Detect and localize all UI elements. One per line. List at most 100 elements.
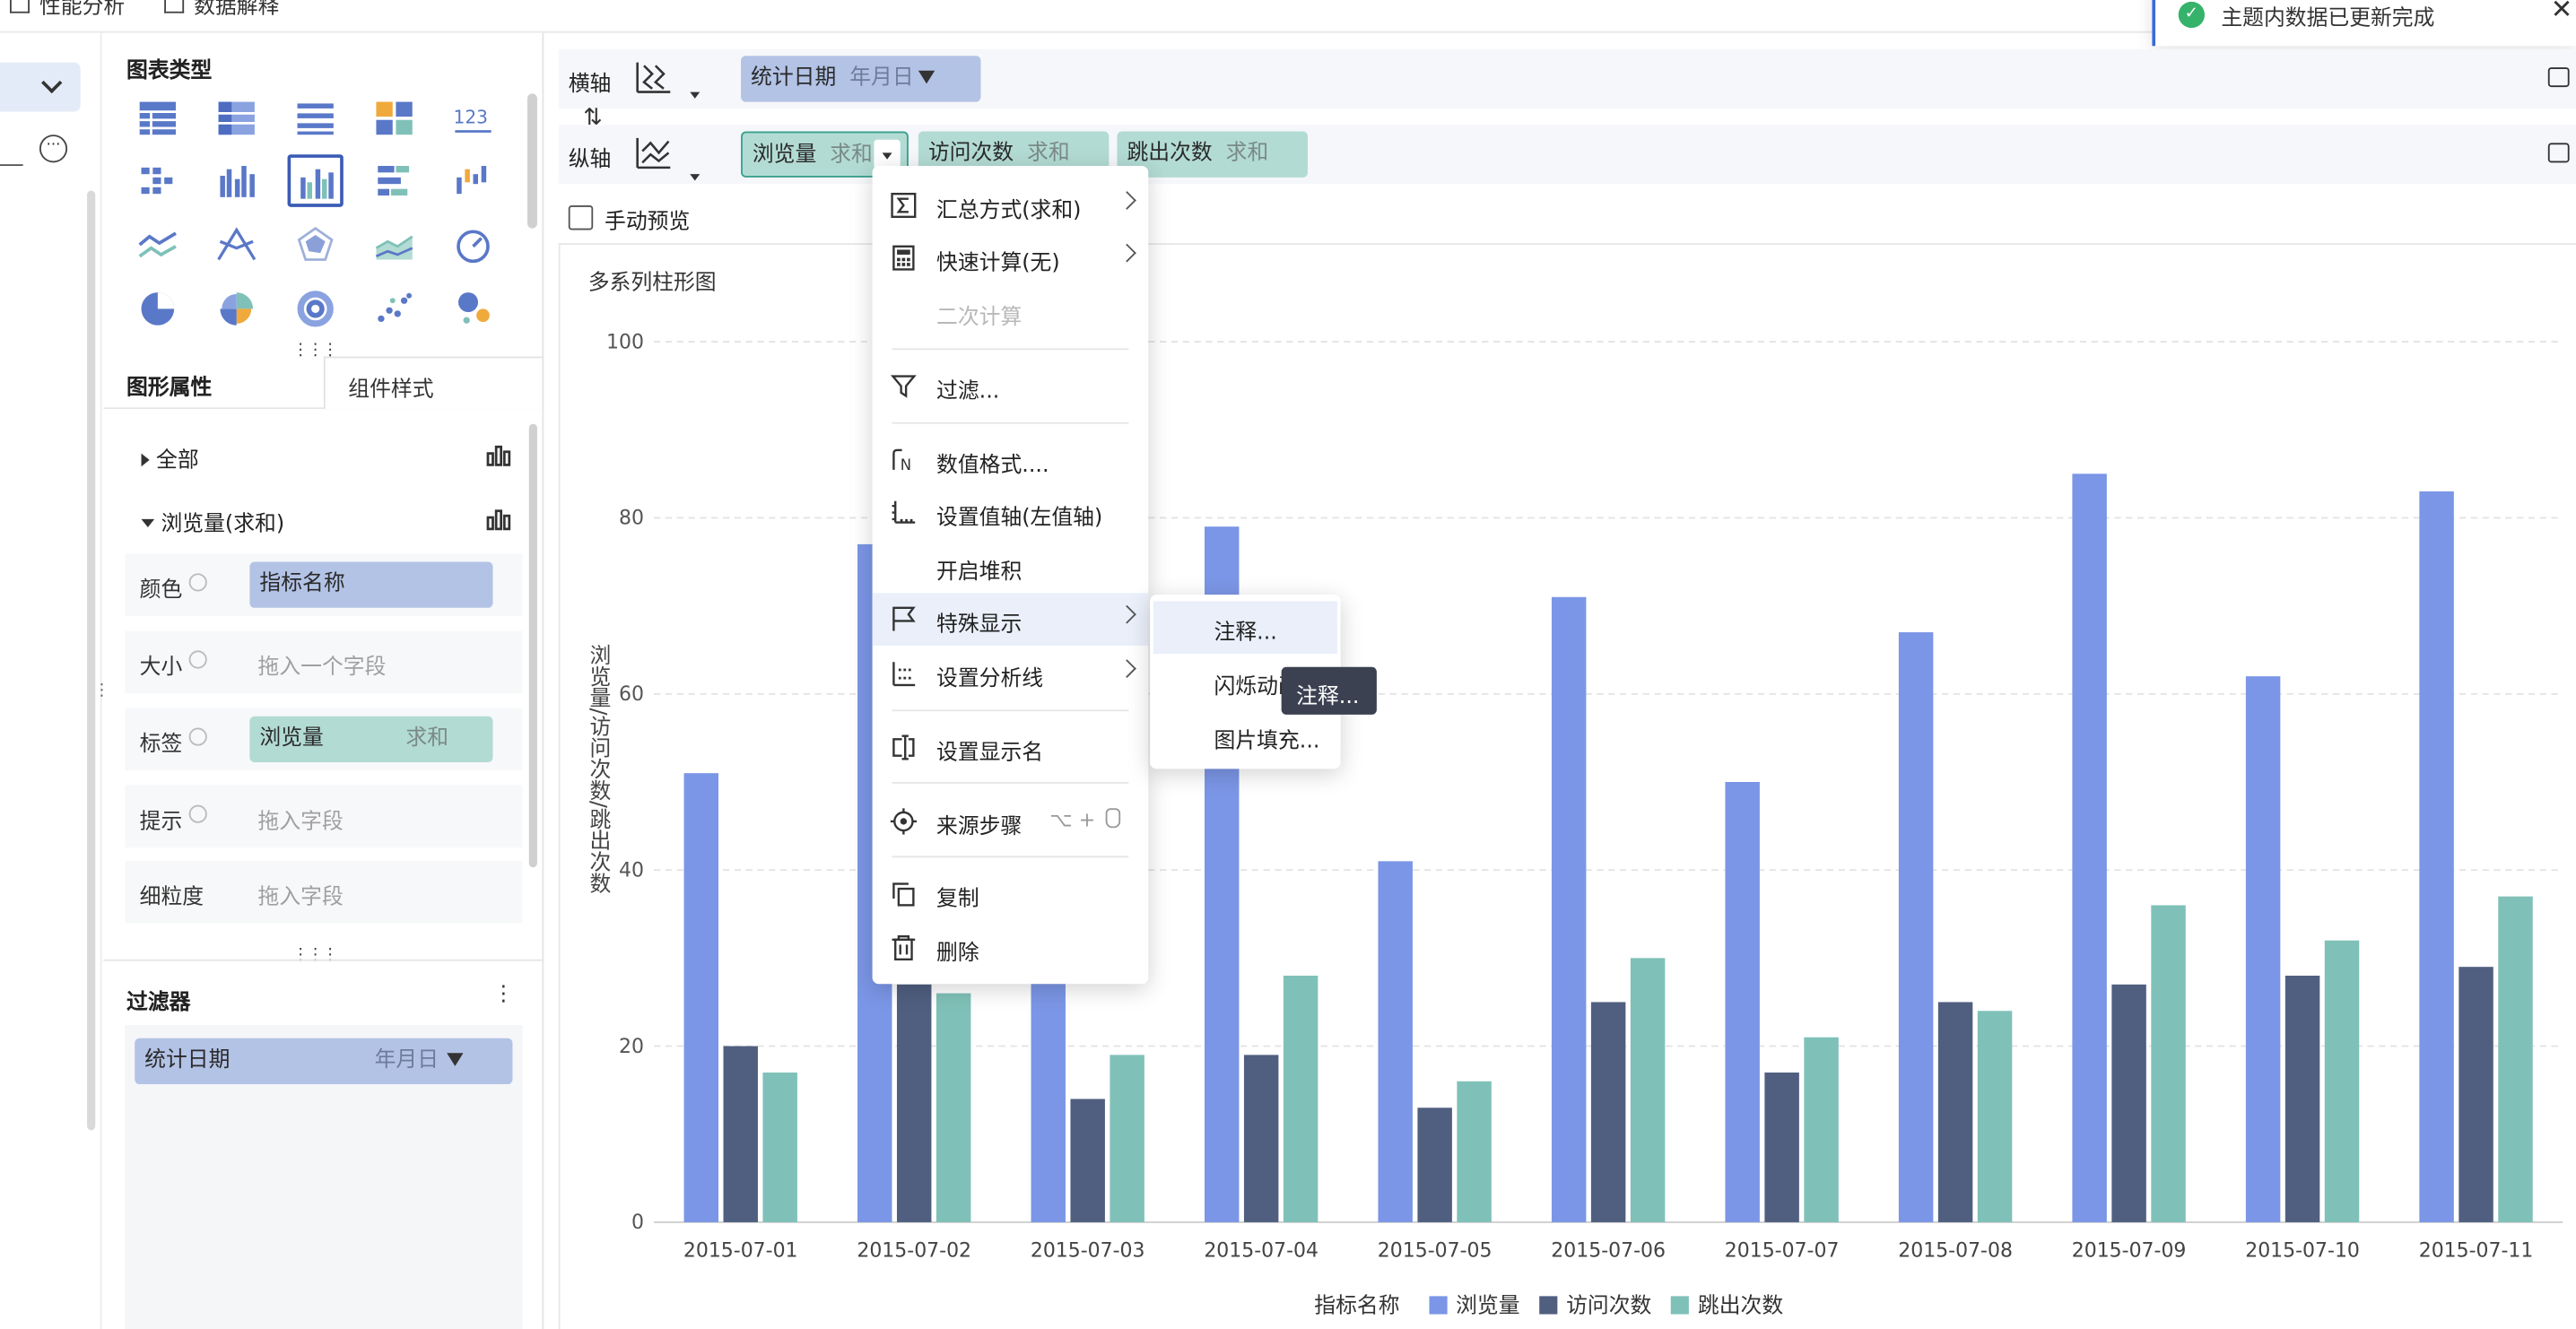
submenu-item-image-fill[interactable]: 图片填充... [1214, 729, 1320, 754]
grouped-bar-icon[interactable] [217, 161, 257, 201]
menu-item-delete[interactable]: 删除 [873, 922, 1149, 975]
line-chart-icon[interactable] [138, 225, 178, 265]
menu-item-copy[interactable]: 复制 [873, 867, 1149, 920]
y-field-pill-bounces[interactable]: 跳出次数 求和 [1117, 131, 1308, 178]
bar [1243, 1055, 1279, 1222]
menu-item-source-step[interactable]: 来源步骤 ⌥ + [873, 795, 1149, 848]
detail-table-icon[interactable] [296, 99, 335, 138]
menu-item-quick-calc[interactable]: 快速计算(无) [873, 231, 1149, 284]
granularity-drop-zone[interactable]: 拖入字段 [257, 885, 344, 910]
horizontal-bar-icon[interactable] [375, 161, 414, 201]
menu-item-secondary-calc: 二次计算 [936, 305, 1023, 331]
manual-preview-checkbox[interactable] [568, 204, 594, 230]
filter-menu-icon[interactable]: ⋮ [492, 982, 515, 1007]
x-axis-edit-icon[interactable] [2547, 67, 2570, 88]
bar-chart-small-icon[interactable] [486, 444, 511, 467]
tab-component-style[interactable]: 组件样式 [323, 356, 544, 410]
menu-item-aggregation[interactable]: 汇总方式(求和) [873, 179, 1149, 232]
panel-scrollbar[interactable] [527, 93, 537, 229]
tooltip-drop-zone[interactable]: 拖入字段 [257, 810, 344, 835]
kpi-card-icon[interactable] [375, 99, 414, 138]
y-axis-edit-icon[interactable] [2547, 143, 2570, 163]
legend-swatch [1539, 1296, 1558, 1315]
radar-chart-icon[interactable] [296, 225, 335, 265]
scatter-chart-icon[interactable] [375, 289, 414, 328]
tag-field-pill[interactable]: 浏览量 求和 [249, 716, 493, 763]
size-drop-zone[interactable]: 拖入一个字段 [257, 655, 387, 681]
radar-line-icon[interactable] [217, 225, 257, 265]
menu-item-number-format[interactable]: N 数值格式.... [873, 434, 1149, 487]
chart-types-title: 图表类型 [126, 58, 213, 84]
y-tick-label: 60 [619, 683, 644, 706]
menu-item-analysis-line[interactable]: 设置分析线 [873, 647, 1149, 700]
cross-table-icon[interactable] [217, 99, 257, 138]
search-underline [0, 164, 23, 167]
dataset-select[interactable] [0, 62, 81, 112]
grid-drag-handle-icon[interactable]: ⋮⋮⋮ [292, 342, 338, 360]
menu-item-value-axis[interactable]: 设置值轴(左值轴) [873, 486, 1149, 539]
pie-chart-icon[interactable] [138, 289, 178, 328]
tab-graphic-props[interactable]: 图形属性 [126, 376, 213, 401]
bar [1764, 1073, 1799, 1222]
series-section-toggle[interactable]: 浏览量(求和) [141, 506, 284, 537]
legend-item-pageviews[interactable]: 浏览量 [1429, 1295, 1520, 1319]
number-card-icon[interactable]: 123 [454, 99, 493, 138]
all-section-toggle[interactable]: 全部 [141, 442, 199, 473]
menu-item-rename[interactable]: 设置显示名 [873, 721, 1149, 774]
multi-series-bar-icon [300, 169, 334, 199]
x-tick-label: 2015-07-07 [1725, 1239, 1840, 1262]
multi-series-bar-icon-selected[interactable] [287, 154, 344, 207]
props-drag-handle-icon[interactable]: ⋮⋮⋮ [292, 946, 338, 965]
funnel-icon [447, 1053, 464, 1066]
caret-down-icon [141, 518, 155, 528]
color-prop-row: 颜色 指标名称 [125, 553, 523, 616]
area-chart-icon[interactable] [375, 225, 414, 265]
gauge-icon[interactable] [454, 225, 493, 265]
bar [723, 1046, 758, 1222]
y-axis-dropdown-icon[interactable] [690, 174, 701, 181]
close-icon[interactable]: ✕ [2550, 0, 2573, 25]
rose-chart-icon[interactable] [217, 289, 257, 328]
bar-chart-small-icon[interactable] [486, 508, 511, 531]
chart-legend: 指标名称 浏览量 访问次数 跳出次数 [1314, 1288, 1783, 1319]
legend-item-visits[interactable]: 访问次数 [1539, 1295, 1651, 1319]
y-axis-title: 浏览量/访问次数/跳出次数 [585, 644, 610, 894]
rename-icon [892, 734, 915, 760]
waterfall-icon[interactable] [454, 161, 493, 201]
bar [2072, 473, 2107, 1222]
filter-icon [890, 375, 917, 398]
menu-item-special-display[interactable]: 特殊显示 [872, 593, 1149, 646]
bar [1725, 781, 1760, 1222]
submenu-item-annotation[interactable]: 注释... [1153, 601, 1337, 655]
gear-icon[interactable] [188, 573, 207, 592]
x-axis-dropdown-icon[interactable] [690, 91, 701, 99]
bar [2284, 976, 2320, 1222]
donut-chart-icon[interactable] [296, 289, 335, 328]
x-axis-date-pill[interactable]: 统计日期 年月日 [741, 56, 981, 102]
filter-field-pill[interactable]: 统计日期 年月日 [135, 1038, 513, 1085]
color-field-pill[interactable]: 指标名称 [249, 561, 493, 608]
y-axis-type-icon[interactable] [634, 135, 674, 170]
more-options-icon[interactable]: ··· [39, 135, 68, 163]
performance-analysis-tab[interactable]: 性能分析 [9, 0, 125, 20]
bar [1417, 1108, 1452, 1222]
gear-icon[interactable] [188, 650, 207, 669]
gear-icon[interactable] [188, 804, 207, 823]
bar [1937, 1002, 1973, 1222]
left-nav-column: ··· ⋮⋮ [0, 32, 125, 1329]
dropdown-caret-icon[interactable] [874, 139, 901, 169]
bar [1283, 976, 1318, 1222]
bubble-chart-icon[interactable] [454, 289, 493, 328]
left-scrollbar[interactable] [87, 190, 96, 1131]
x-axis-type-icon[interactable] [634, 59, 674, 95]
data-explain-tab[interactable]: 数据解释 [164, 0, 279, 20]
dot-matrix-icon[interactable] [138, 161, 178, 201]
gear-icon[interactable] [188, 727, 207, 746]
bar [2419, 491, 2454, 1222]
menu-item-stack[interactable]: 开启堆积 [936, 560, 1023, 586]
legend-item-bounces[interactable]: 跳出次数 [1671, 1295, 1783, 1319]
bar [2324, 940, 2360, 1222]
props-scrollbar[interactable] [528, 423, 537, 868]
menu-item-filter[interactable]: 过滤... [873, 360, 1149, 413]
table-chart-icon[interactable] [138, 99, 178, 138]
